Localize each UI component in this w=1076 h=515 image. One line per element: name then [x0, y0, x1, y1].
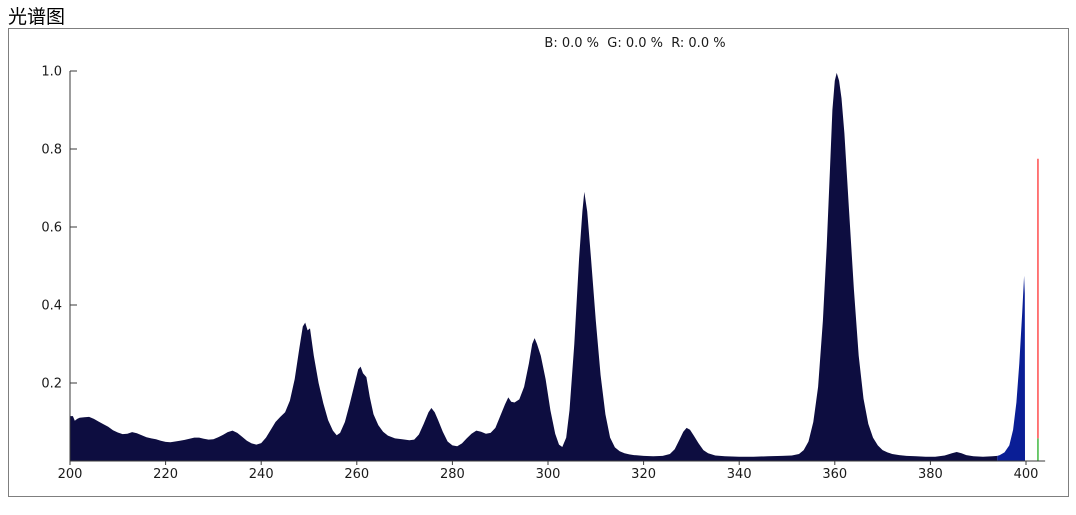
page-title: 光谱图 — [8, 6, 66, 28]
y-tick-label: 0.4 — [41, 299, 62, 314]
y-tick-label: 0.2 — [41, 377, 62, 392]
x-tick-label: 400 — [1014, 467, 1039, 482]
x-tick-label: 360 — [822, 467, 847, 482]
x-tick-label: 240 — [249, 467, 274, 482]
x-tick-label: 380 — [918, 467, 943, 482]
spectrum-chart: 0.2 0.4 0.6 0.8 1.0 200 220 240 260 280 300 320 340 3… — [41, 65, 1046, 482]
x-tick-label: 200 — [58, 467, 83, 482]
y-tick-label: 0.6 — [41, 221, 62, 236]
y-tick-label: 1.0 — [41, 65, 62, 80]
x-tick-label: 280 — [440, 467, 465, 482]
x-tick-label: 260 — [344, 467, 369, 482]
x-tick-label: 220 — [153, 467, 178, 482]
x-tick-label: 300 — [536, 467, 561, 482]
spectrum-visible — [997, 275, 1025, 461]
x-tick-label: 320 — [631, 467, 656, 482]
x-tick-label: 340 — [727, 467, 752, 482]
chart-frame: B: 0.0 % G: 0.0 % R: 0.0 % 0.2 0.4 0.6 0.8 1… — [8, 28, 1069, 497]
axes: 0.2 0.4 0.6 0.8 1.0 200 220 240 260 280 300 320 340 3… — [41, 65, 1046, 482]
y-tick-label: 0.8 — [41, 143, 62, 158]
rgb-percentages-label: B: 0.0 % G: 0.0 % R: 0.0 % — [544, 36, 726, 51]
spectrum-uv — [70, 72, 998, 462]
